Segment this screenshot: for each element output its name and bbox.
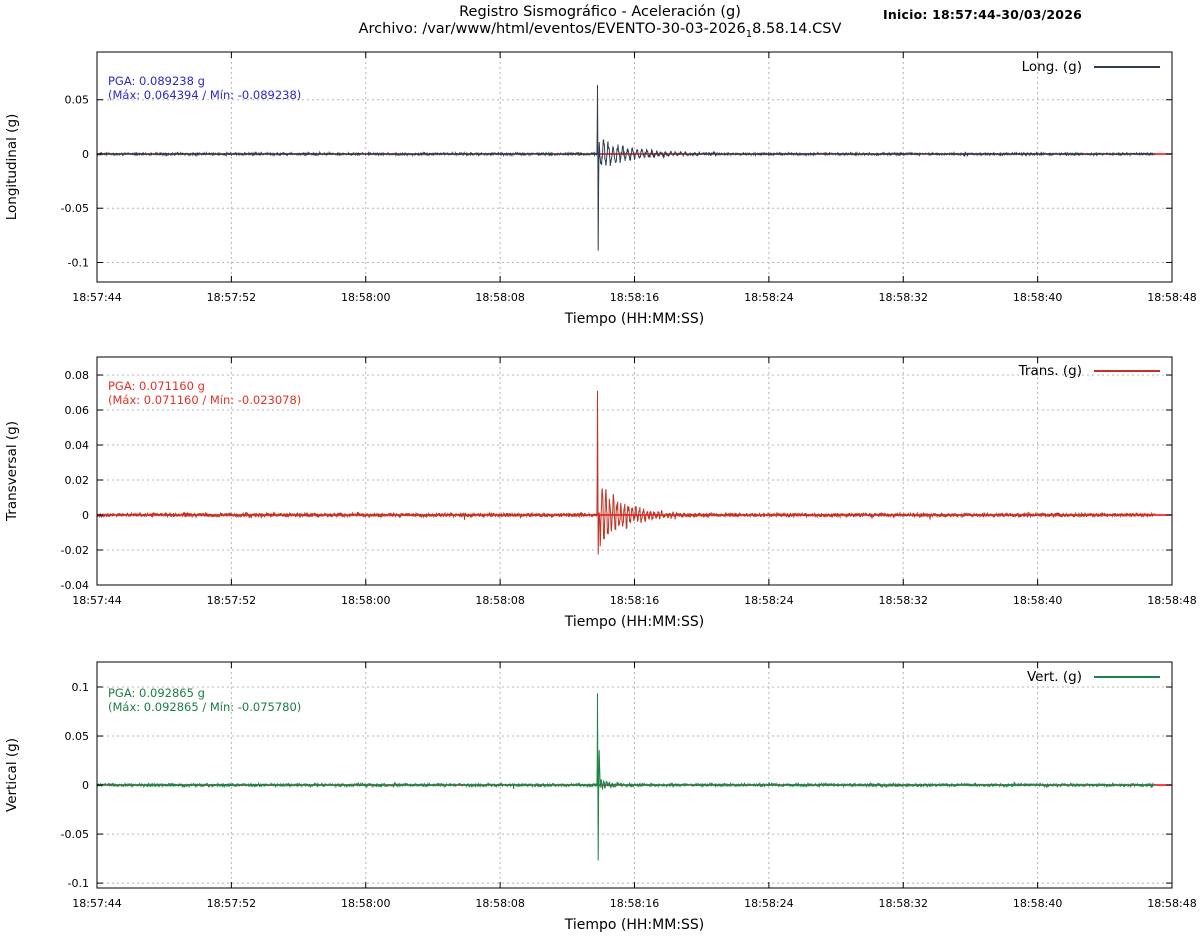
y-tick-label: -0.1 — [68, 256, 89, 269]
subtitle-suffix: 8.58.14.CSV — [752, 21, 842, 37]
pga-value: PGA: 0.092865 g — [108, 686, 205, 700]
y-tick-label: 0.02 — [65, 474, 90, 487]
x-tick-label: 18:58:40 — [1013, 594, 1062, 607]
legend-label: Vert. (g) — [1026, 669, 1082, 685]
y-tick-label: -0.1 — [68, 877, 89, 890]
y-axis-label: Transversal (g) — [4, 421, 20, 522]
chart-subtitle: Archivo: /var/www/html/eventos/EVENTO-30… — [0, 21, 1200, 40]
x-tick-label: 18:58:16 — [610, 594, 659, 607]
x-tick-label: 18:57:52 — [207, 897, 256, 910]
chart-title: Registro Sismográfico - Aceleración (g) — [459, 4, 741, 20]
x-tick-label: 18:57:44 — [72, 897, 121, 910]
y-tick-label: -0.05 — [61, 828, 89, 841]
x-tick-label: 18:58:24 — [744, 897, 793, 910]
y-tick-label: 0 — [82, 509, 89, 522]
subtitle-subscript: 1 — [745, 28, 753, 40]
x-tick-label: 18:57:44 — [72, 594, 121, 607]
x-tick-label: 18:58:16 — [610, 897, 659, 910]
legend-line-sample — [1094, 676, 1160, 678]
subtitle-prefix: Archivo: /var/www/html/eventos/EVENTO-30… — [358, 21, 746, 37]
seismo-chart-transversal: 0.08 0.06 0.04 0.02 0 -0.02 -0.04 18:57:44 18:57… — [4, 356, 1197, 630]
y-axis-label: Longitudinal (g) — [4, 114, 20, 221]
x-tick-label: 18:57:44 — [72, 291, 121, 304]
x-tick-label: 18:58:40 — [1013, 897, 1062, 910]
legend-transversal: Trans. (g) — [1019, 363, 1160, 379]
y-axis-label: Vertical (g) — [4, 738, 20, 812]
seismogram-trace — [96, 693, 1156, 861]
x-tick-label: 18:58:48 — [1147, 897, 1196, 910]
legend-vertical: Vert. (g) — [1027, 669, 1160, 685]
pga-value: PGA: 0.089238 g — [108, 74, 205, 88]
x-tick-label: 18:57:52 — [207, 594, 256, 607]
y-tick-label: 0.1 — [72, 681, 90, 694]
y-tick-label: 0.05 — [65, 730, 90, 743]
seismogram-trace — [96, 390, 1156, 555]
x-tick-label: 18:58:24 — [744, 594, 793, 607]
x-tick-label: 18:58:00 — [341, 897, 390, 910]
x-tick-label: 18:58:00 — [341, 594, 390, 607]
seismo-chart-vertical: 0.1 0.05 0 -0.05 -0.1 18:57:44 18:57:52 18:58:0… — [4, 661, 1197, 933]
y-tick-label: 0.08 — [65, 369, 90, 382]
legend-longitudinal: Long. (g) — [1022, 59, 1160, 75]
x-tick-label: 18:58:40 — [1013, 291, 1062, 304]
start-time-label: Inicio: 18:57:44-30/03/2026 — [883, 7, 1082, 22]
seismo-chart-longitudinal: 0.05 0 -0.05 -0.1 18:57:44 18:57:52 18:58:00 18… — [4, 51, 1197, 327]
x-tick-label: 18:58:08 — [475, 594, 524, 607]
x-axis-label: Tiempo (HH:MM:SS) — [564, 614, 705, 630]
y-tick-label: 0.06 — [65, 404, 90, 417]
legend-line-sample — [1094, 370, 1160, 372]
x-tick-label: 18:58:32 — [879, 897, 928, 910]
x-tick-label: 18:58:32 — [879, 291, 928, 304]
x-tick-label: 18:58:00 — [341, 291, 390, 304]
x-tick-label: 18:58:08 — [475, 897, 524, 910]
x-tick-label: 18:58:24 — [744, 291, 793, 304]
legend-label: Trans. (g) — [1018, 363, 1082, 379]
y-tick-label: 0 — [82, 148, 89, 161]
y-tick-label: 0.05 — [65, 94, 90, 107]
pga-annotation-vertical: PGA: 0.092865 g (Máx: 0.092865 / Mín: -0… — [108, 686, 302, 714]
x-tick-label: 18:58:32 — [879, 594, 928, 607]
x-axis-label: Tiempo (HH:MM:SS) — [564, 311, 705, 327]
seismogram-trace — [96, 85, 1156, 251]
y-tick-label: -0.05 — [61, 202, 89, 215]
x-tick-label: 18:58:08 — [475, 291, 524, 304]
y-tick-label: 0 — [82, 779, 89, 792]
pga-max-min: (Máx: 0.071160 / Mín: -0.023078) — [108, 392, 302, 407]
pga-annotation-longitudinal: PGA: 0.089238 g (Máx: 0.064394 / Mín: -0… — [108, 74, 302, 102]
y-tick-label: -0.02 — [61, 544, 89, 557]
legend-line-sample — [1094, 66, 1160, 68]
pga-annotation-transversal: PGA: 0.071160 g (Máx: 0.071160 / Mín: -0… — [108, 379, 302, 407]
x-tick-label: 18:58:48 — [1147, 594, 1196, 607]
legend-label: Long. (g) — [1021, 59, 1082, 75]
x-tick-label: 18:57:52 — [207, 291, 256, 304]
pga-max-min: (Máx: 0.064394 / Mín: -0.089238) — [108, 87, 302, 102]
y-tick-label: -0.04 — [61, 579, 89, 592]
y-tick-label: 0.04 — [65, 439, 90, 452]
x-tick-label: 18:58:16 — [610, 291, 659, 304]
x-axis-label: Tiempo (HH:MM:SS) — [564, 917, 705, 933]
pga-value: PGA: 0.071160 g — [108, 379, 205, 393]
pga-max-min: (Máx: 0.092865 / Mín: -0.075780) — [108, 699, 302, 714]
x-tick-label: 18:58:48 — [1147, 291, 1196, 304]
